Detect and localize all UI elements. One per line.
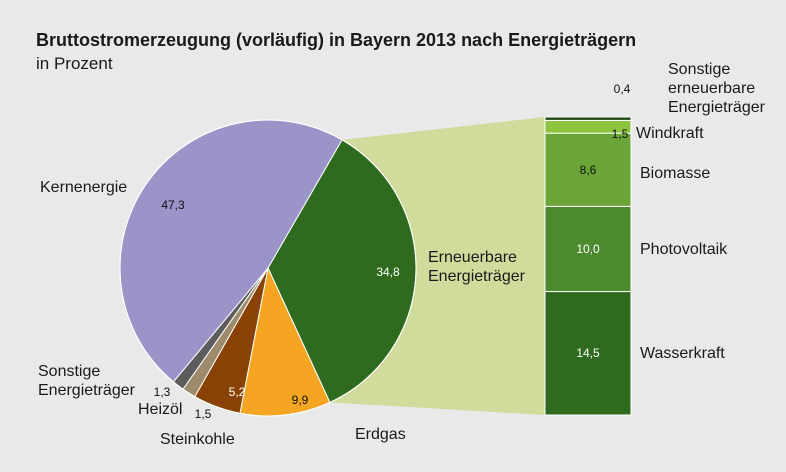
- category-label: Sonstige Energieträger: [38, 363, 135, 399]
- value-label: 1,3: [153, 385, 171, 399]
- value-label: 1,5: [611, 127, 629, 141]
- category-label: Photovoltaik: [640, 241, 728, 258]
- value-label: 14,5: [576, 346, 600, 361]
- category-label: Windkraft: [636, 125, 704, 142]
- category-label: Wasserkraft: [640, 345, 725, 362]
- category-label: Sonstige erneuerbare Energieträger: [668, 61, 765, 116]
- category-label: Erneuerbare Energieträger: [428, 249, 525, 285]
- chart-subtitle: in Prozent: [36, 54, 113, 73]
- value-label: 9,9: [291, 393, 309, 407]
- value-label: 34,8: [376, 265, 400, 279]
- category-label: Steinkohle: [160, 431, 235, 448]
- category-label: Biomasse: [640, 165, 711, 182]
- category-label: Kernenergie: [40, 179, 128, 196]
- category-label: Heizöl: [138, 401, 183, 418]
- value-label: 8,6: [579, 162, 597, 177]
- bar-segment: [544, 116, 632, 121]
- bar-segment: [544, 291, 632, 416]
- value-label: 47,3: [161, 198, 185, 212]
- value-label: 10,0: [576, 241, 600, 256]
- value-label: 5,2: [228, 385, 246, 399]
- value-label: 0,4: [613, 82, 631, 96]
- value-label: 1,5: [194, 407, 212, 421]
- category-label: Erdgas: [355, 426, 406, 443]
- pie-outline: [119, 119, 417, 417]
- chart-title: Bruttostromerzeugung (vorläufig) in Baye…: [36, 30, 637, 50]
